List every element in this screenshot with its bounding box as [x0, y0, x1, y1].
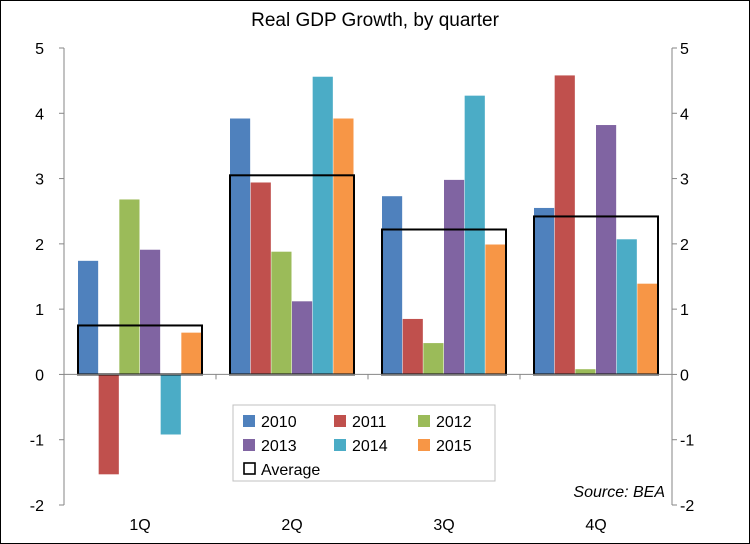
y-tick-label-right: -1: [680, 433, 694, 450]
y-tick-label-right: -2: [680, 498, 694, 515]
bar-2011-1Q: [98, 374, 119, 475]
bar-2012-4Q: [575, 369, 596, 375]
y-tick-label-left: -1: [30, 433, 44, 450]
bar-2015-1Q: [181, 332, 202, 375]
category-label-1Q: 1Q: [129, 517, 150, 534]
legend-swatch-2010: [243, 415, 255, 427]
y-tick-label-left: 5: [35, 41, 44, 58]
y-tick-label-right: 4: [680, 106, 689, 123]
y-tick-label-right: 0: [680, 367, 689, 384]
y-tick-label-right: 3: [680, 172, 689, 189]
bar-2010-4Q: [534, 207, 555, 375]
bar-2011-2Q: [250, 182, 271, 375]
legend-label-average: Average: [261, 462, 320, 479]
legend-swatch-average: [243, 462, 256, 475]
bar-2013-3Q: [444, 179, 465, 375]
category-label-4Q: 4Q: [585, 517, 606, 534]
legend-swatch-2012: [418, 415, 430, 427]
legend-label-2014: 2014: [352, 438, 388, 455]
bar-2011-4Q: [554, 75, 575, 375]
bar-2012-2Q: [271, 251, 292, 375]
bar-2014-4Q: [616, 239, 637, 375]
y-tick-label-left: 2: [35, 237, 44, 254]
bar-2014-2Q: [312, 76, 333, 375]
bar-2012-1Q: [119, 199, 140, 375]
bar-2010-1Q: [78, 260, 99, 375]
y-tick-label-left: 3: [35, 172, 44, 189]
chart-title: Real GDP Growth, by quarter: [251, 10, 499, 31]
bar-2015-2Q: [333, 118, 354, 375]
bar-2011-3Q: [402, 318, 423, 375]
legend-label-2011: 2011: [352, 414, 387, 431]
bar-2013-2Q: [292, 301, 313, 375]
bar-2015-4Q: [637, 283, 658, 375]
axes-layer: -2 -2 -1 -1 0 0 1 1 2 2 3 3 4 4 5 5 1Q 2Q 3Q 4Q: [30, 41, 695, 534]
legend-label-2013: 2013: [261, 438, 297, 455]
bar-2012-3Q: [423, 343, 444, 375]
bar-2014-3Q: [464, 95, 485, 375]
bar-2013-1Q: [140, 249, 161, 375]
bar-2013-4Q: [596, 125, 617, 375]
legend: 2010 2011 2012 2013 2014 2015 Average: [232, 404, 496, 482]
legend-swatch-2015: [418, 439, 430, 451]
bar-2010-3Q: [382, 196, 403, 375]
legend-box: [232, 404, 496, 482]
y-tick-label-right: 2: [680, 237, 689, 254]
bar-2015-3Q: [485, 244, 506, 375]
bar-2014-1Q: [160, 374, 181, 435]
category-label-3Q: 3Q: [433, 517, 454, 534]
source-note: Source: BEA: [573, 484, 665, 501]
bar-2010-2Q: [230, 118, 251, 375]
y-tick-label-left: -2: [30, 498, 44, 515]
y-tick-label-left: 1: [35, 302, 44, 319]
legend-label-2012: 2012: [436, 414, 472, 431]
y-tick-label-left: 0: [35, 367, 44, 384]
category-label-2Q: 2Q: [281, 517, 302, 534]
y-tick-label-right: 5: [680, 41, 689, 58]
legend-swatch-2013: [243, 439, 255, 451]
legend-swatch-2011: [334, 415, 346, 427]
y-tick-label-left: 4: [35, 106, 44, 123]
legend-label-2015: 2015: [436, 438, 472, 455]
legend-label-2010: 2010: [261, 414, 297, 431]
y-tick-label-right: 1: [680, 302, 689, 319]
legend-swatch-2014: [334, 439, 346, 451]
bars-layer: [78, 75, 658, 475]
